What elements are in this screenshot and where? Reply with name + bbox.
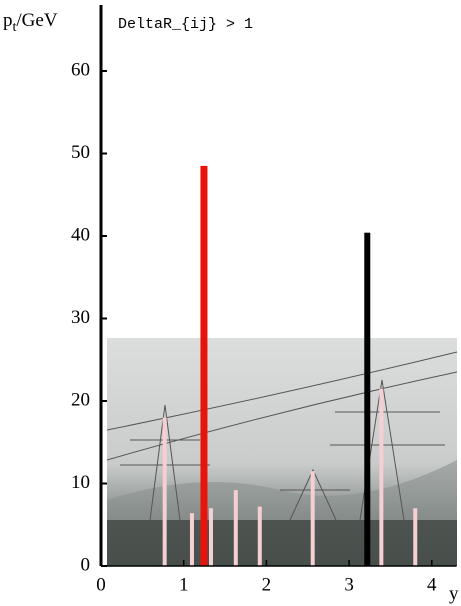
y-tick-label: 10 — [71, 472, 90, 493]
bar — [257, 506, 262, 566]
bar — [310, 471, 315, 566]
x-tick-label: 4 — [427, 574, 437, 595]
x-tick-label: 1 — [179, 574, 189, 595]
x-tick-label: 0 — [96, 574, 106, 595]
y-tick-label: 50 — [71, 142, 90, 163]
chart-title: DeltaR_{ij} > 1 — [118, 16, 253, 33]
y-tick-label: 40 — [71, 224, 90, 245]
y-label-base: p — [3, 10, 13, 31]
x-tick-label: 3 — [344, 574, 354, 595]
y-tick-label: 0 — [81, 554, 91, 575]
bar — [200, 165, 208, 566]
bar — [364, 232, 371, 566]
bar — [189, 513, 194, 566]
y-axis-label: pt/GeV — [3, 10, 58, 35]
y-tick-label: 30 — [71, 307, 90, 328]
bar — [208, 508, 213, 566]
x-axis-label: y — [449, 583, 459, 604]
y-label-unit: /GeV — [16, 10, 57, 31]
y-tick-label: 20 — [71, 389, 90, 410]
x-tick-label: 2 — [262, 574, 272, 595]
bar — [233, 490, 238, 566]
y-tick-label: 60 — [71, 59, 90, 80]
background-photo — [106, 338, 458, 566]
bar — [379, 388, 384, 566]
bar — [162, 417, 167, 566]
bar — [413, 508, 418, 566]
y-label-sub: t — [13, 20, 17, 35]
